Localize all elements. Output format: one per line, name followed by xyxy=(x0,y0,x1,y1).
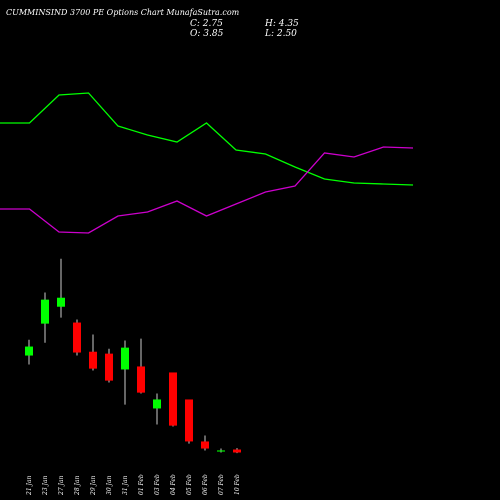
candle-body xyxy=(137,366,145,393)
indicator-line xyxy=(0,146,414,234)
high-label: H: 4.35 xyxy=(264,19,299,29)
x-tick-label: 28 Jan xyxy=(74,475,81,496)
x-tick-label: 04 Feb xyxy=(170,474,177,495)
close-label: C: 2.75 xyxy=(190,19,223,29)
x-tick-label: 23 Jan xyxy=(42,475,49,496)
x-tick-label: 29 Jan xyxy=(90,475,97,496)
candle-body xyxy=(153,399,161,409)
x-tick-label: 05 Feb xyxy=(186,474,193,495)
x-tick-label: 07 Feb xyxy=(218,474,225,495)
candle-body xyxy=(105,353,113,381)
candle-body xyxy=(121,347,129,370)
candle-body xyxy=(89,351,97,369)
x-tick-label: 01 Feb xyxy=(138,474,145,495)
candle-body xyxy=(57,297,65,307)
candle-body xyxy=(25,346,33,356)
candle-body xyxy=(233,449,241,453)
x-tick-label: 06 Feb xyxy=(202,474,209,495)
low-label: L: 2.50 xyxy=(264,29,297,39)
candle-body xyxy=(169,372,177,426)
candle-body xyxy=(217,450,225,452)
indicator-line xyxy=(0,92,414,186)
x-tick-label: 21 Jan xyxy=(26,475,33,496)
x-tick-label: 31 Jan xyxy=(122,475,129,495)
x-tick-label: 03 Feb xyxy=(154,474,161,495)
open-label: O: 3.85 xyxy=(190,29,224,39)
x-tick-label: 27 Jan xyxy=(58,475,65,496)
x-tick-label: 10 Feb xyxy=(234,474,241,495)
candle-body xyxy=(73,322,81,353)
candle-body xyxy=(41,299,49,324)
x-tick-label: 30 Jan xyxy=(106,475,113,495)
candle-body xyxy=(201,441,209,449)
candle-body xyxy=(185,399,193,442)
chart-title: CUMMINSIND 3700 PE Options Chart MunafaS… xyxy=(6,8,240,17)
